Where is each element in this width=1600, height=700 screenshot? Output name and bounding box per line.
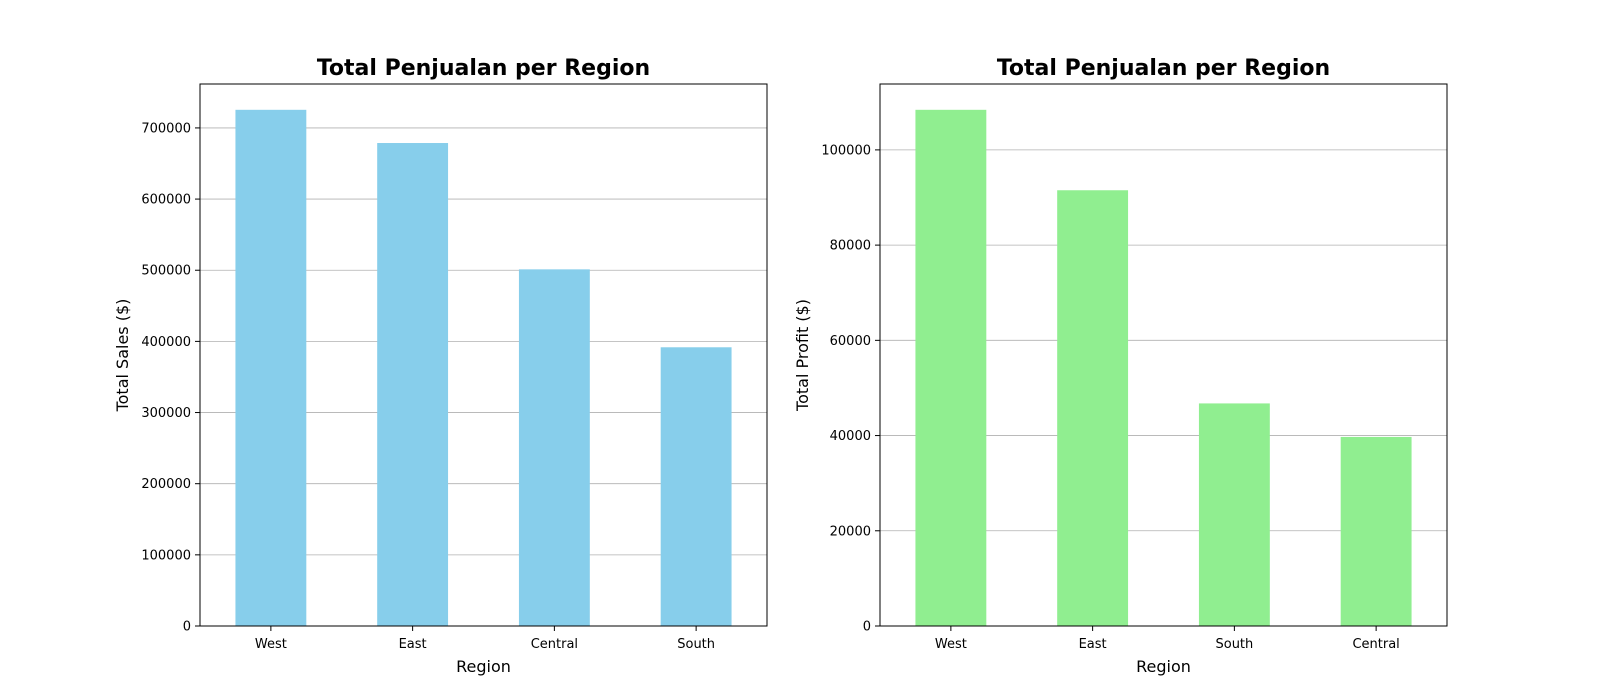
chart-title: Total Penjualan per Region: [317, 56, 650, 81]
y-tick-label: 600000: [141, 193, 191, 208]
y-tick-label: 200000: [141, 477, 191, 492]
x-tick-label-south: South: [1215, 637, 1253, 652]
y-tick-label: 700000: [141, 121, 191, 136]
axes-frame: [199, 83, 768, 627]
chart-1: 0 100000 200000 300000 400000 500000 600000 700…: [113, 56, 768, 676]
y-tick-label: 100000: [821, 143, 871, 158]
y-tick-label: 40000: [830, 429, 871, 444]
y-tick-label: 400000: [141, 335, 191, 350]
y-tick-label: 0: [183, 620, 191, 635]
bar-south: [660, 347, 732, 626]
chart-2: 0 20000 40000 60000 80000 100000 West East South…: [793, 56, 1448, 676]
y-tick-label: 60000: [830, 334, 871, 349]
bar-west: [235, 109, 307, 627]
y-axis-label: Total Sales ($): [113, 299, 132, 413]
bar-east: [1057, 190, 1129, 626]
chart-title: Total Penjualan per Region: [997, 56, 1330, 81]
x-axis-label: Region: [1136, 657, 1191, 676]
y-tick-label: 20000: [830, 524, 871, 539]
y-tick-label: 0: [863, 620, 871, 635]
y-axis-label: Total Profit ($): [793, 299, 812, 412]
y-tick-label: 100000: [141, 548, 191, 563]
y-tick-label: 300000: [141, 406, 191, 421]
axes-frame: [879, 83, 1448, 627]
y-tick-label: 80000: [830, 239, 871, 254]
x-tick-label-west: West: [255, 637, 287, 652]
x-tick-label-west: West: [935, 637, 967, 652]
x-tick-label-central: Central: [1352, 637, 1399, 652]
bar-central: [518, 269, 590, 626]
y-tick-label: 500000: [141, 264, 191, 279]
x-tick-label-central: Central: [531, 637, 578, 652]
x-tick-label-east: East: [399, 637, 427, 652]
x-tick-label-south: South: [677, 637, 715, 652]
bar-west: [915, 109, 987, 626]
bar-central: [1340, 436, 1412, 626]
bar-south: [1198, 403, 1270, 626]
x-tick-label-east: East: [1079, 637, 1107, 652]
x-axis-label: Region: [456, 657, 511, 676]
bar-east: [377, 143, 449, 626]
